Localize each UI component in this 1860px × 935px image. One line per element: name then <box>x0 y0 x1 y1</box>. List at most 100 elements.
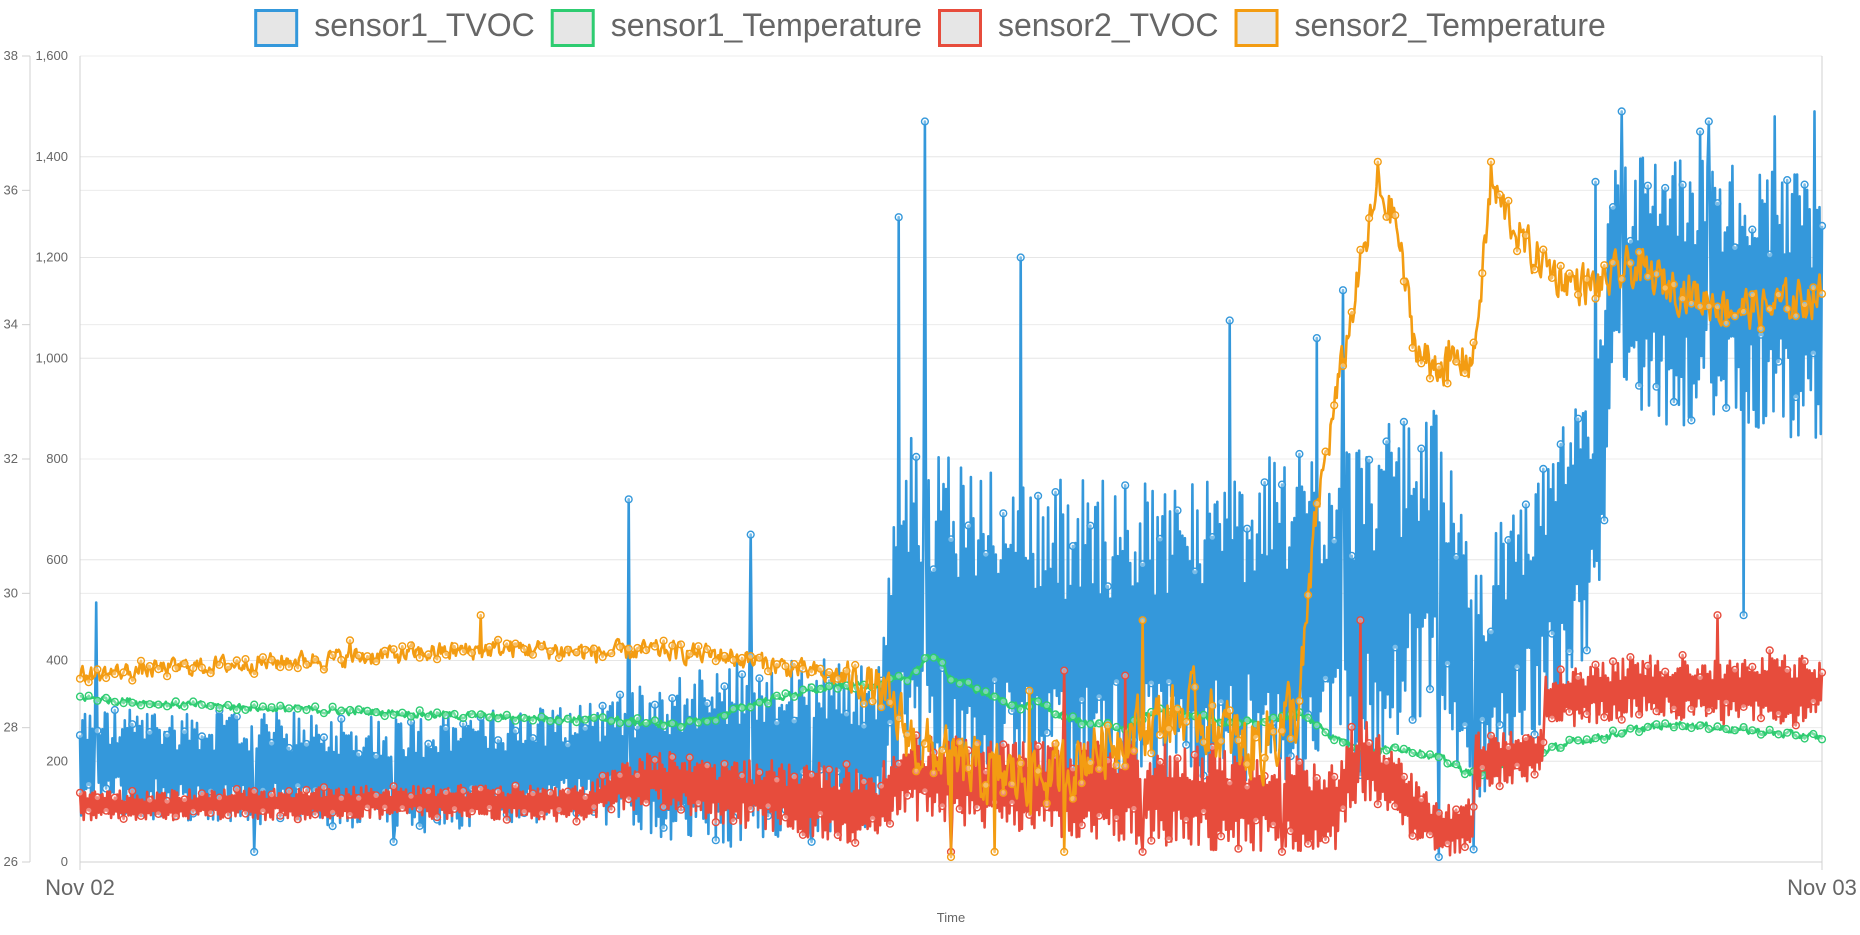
data-point-sensor1_Temperature <box>999 697 1008 706</box>
data-point-sensor1_TVOC <box>1312 334 1321 343</box>
data-point-sensor1_TVOC <box>1678 180 1687 189</box>
y-outer-tick-label: 26 <box>4 854 18 869</box>
data-point-sensor2_Temperature <box>1112 761 1121 770</box>
data-point-sensor2_Temperature <box>75 674 85 683</box>
data-point-sensor2_TVOC <box>180 795 189 804</box>
data-point-sensor2_Temperature <box>1617 274 1626 284</box>
data-point-sensor1_TVOC <box>328 821 337 831</box>
data-point-sensor1_Temperature <box>485 713 494 722</box>
data-point-sensor1_Temperature <box>1434 753 1443 762</box>
data-point-sensor1_Temperature <box>502 710 511 720</box>
legend[interactable]: sensor1_TVOC sensor1_Temperature sensor2_T… <box>254 7 1606 47</box>
data-point-sensor1_TVOC <box>1295 449 1304 459</box>
data-point-sensor2_TVOC <box>1617 715 1626 724</box>
data-point-sensor2_TVOC <box>546 788 555 797</box>
data-point-sensor2_TVOC <box>563 787 572 796</box>
data-point-sensor2_TVOC <box>1033 742 1043 751</box>
data-point-sensor2_TVOC <box>502 815 511 824</box>
y-inner-tick-label: 1,200 <box>35 250 68 265</box>
data-point-sensor2_TVOC <box>1199 807 1208 816</box>
data-point-sensor2_Temperature <box>659 636 668 645</box>
data-point-sensor2_Temperature <box>1573 290 1583 299</box>
data-point-sensor2_Temperature <box>1007 780 1017 789</box>
data-point-sensor2_Temperature <box>1016 759 1025 768</box>
data-point-sensor2_TVOC <box>154 809 163 819</box>
data-point-sensor2_TVOC <box>1573 673 1583 682</box>
series-line-sensor1_TVOC <box>78 110 1824 859</box>
data-point-sensor2_TVOC <box>93 793 102 802</box>
legend-swatch-sensor2_TVOC[interactable] <box>938 9 982 47</box>
data-point-sensor1_Temperature <box>572 717 581 727</box>
data-point-sensor1_Temperature <box>1730 726 1740 735</box>
data-point-sensor2_TVOC <box>1634 710 1644 719</box>
data-point-sensor2_Temperature <box>354 651 363 660</box>
y-outer-tick-label: 32 <box>4 451 18 466</box>
data-point-sensor1_TVOC <box>624 495 633 504</box>
data-point-sensor1_Temperature <box>641 718 651 728</box>
data-point-sensor2_Temperature <box>1713 302 1722 311</box>
data-point-sensor2_Temperature <box>816 664 825 673</box>
data-point-sensor1_Temperature <box>311 702 320 711</box>
legend-swatch-sensor1_Temperature[interactable] <box>550 9 595 47</box>
data-point-sensor1_TVOC <box>598 701 607 711</box>
data-point-sensor2_TVOC <box>581 793 590 802</box>
data-point-sensor2_TVOC <box>398 803 407 812</box>
data-point-sensor1_TVOC <box>1277 480 1287 489</box>
data-point-sensor1_Temperature <box>136 701 146 710</box>
data-point-sensor2_Temperature <box>1626 258 1635 268</box>
data-point-sensor2_TVOC <box>1600 712 1609 722</box>
data-point-sensor1_Temperature <box>1774 730 1783 739</box>
data-point-sensor2_TVOC <box>694 798 703 807</box>
data-point-sensor2_Temperature <box>676 640 686 649</box>
data-point-sensor2_TVOC <box>1129 804 1139 813</box>
data-point-sensor2_TVOC <box>1425 830 1435 839</box>
data-point-sensor2_TVOC <box>197 789 207 798</box>
legend-swatch-sensor1_TVOC[interactable] <box>254 9 299 47</box>
data-point-sensor2_Temperature <box>119 668 128 677</box>
data-point-sensor1_Temperature <box>720 711 729 720</box>
data-point-sensor2_Temperature <box>1669 280 1679 289</box>
data-point-sensor2_TVOC <box>763 801 773 811</box>
data-point-sensor2_Temperature <box>241 654 250 664</box>
data-point-sensor2_TVOC <box>293 815 302 824</box>
data-point-sensor1_Temperature <box>1591 734 1600 743</box>
data-point-sensor2_Temperature <box>1591 294 1600 303</box>
data-point-sensor1_TVOC <box>354 749 363 759</box>
data-point-sensor2_Temperature <box>110 669 119 679</box>
data-point-sensor2_TVOC <box>1582 709 1591 719</box>
data-point-sensor2_Temperature <box>746 651 755 661</box>
data-point-sensor2_Temperature <box>224 662 233 672</box>
data-point-sensor1_TVOC <box>1817 221 1827 231</box>
data-point-sensor1_TVOC <box>1330 536 1339 545</box>
data-point-sensor2_TVOC <box>955 804 964 813</box>
data-point-sensor2_Temperature <box>903 730 912 739</box>
data-point-sensor2_Temperature <box>494 635 503 645</box>
data-point-sensor1_Temperature <box>955 679 964 688</box>
data-point-sensor2_TVOC <box>1408 831 1417 841</box>
data-point-sensor2_Temperature <box>1678 294 1687 303</box>
data-point-sensor1_Temperature <box>1460 769 1470 779</box>
data-point-sensor2_Temperature <box>938 746 947 755</box>
data-point-sensor2_Temperature <box>1730 312 1740 321</box>
data-point-sensor1_TVOC <box>1190 567 1200 576</box>
data-point-sensor1_Temperature <box>1269 713 1278 722</box>
data-point-sensor2_TVOC <box>1347 722 1356 732</box>
data-point-sensor2_Temperature <box>537 642 546 651</box>
data-point-sensor1_Temperature <box>476 710 485 719</box>
data-point-sensor1_TVOC <box>1016 253 1025 262</box>
data-point-sensor1_TVOC <box>1617 107 1626 116</box>
data-point-sensor2_TVOC <box>189 807 198 816</box>
data-point-sensor1_Temperature <box>1042 701 1051 710</box>
data-point-sensor2_Temperature <box>1408 343 1417 352</box>
data-point-sensor1_Temperature <box>433 708 442 717</box>
data-point-sensor1_Temperature <box>920 654 930 663</box>
data-point-sensor2_TVOC <box>537 809 546 818</box>
data-point-sensor2_TVOC <box>554 805 564 814</box>
data-point-sensor1_Temperature <box>93 696 102 705</box>
data-point-sensor2_TVOC <box>1608 657 1618 666</box>
data-point-sensor2_TVOC <box>450 804 459 813</box>
data-point-sensor1_TVOC <box>859 721 869 731</box>
legend-swatch-sensor2_Temperature[interactable] <box>1234 9 1279 47</box>
data-point-sensor2_Temperature <box>1460 368 1470 378</box>
